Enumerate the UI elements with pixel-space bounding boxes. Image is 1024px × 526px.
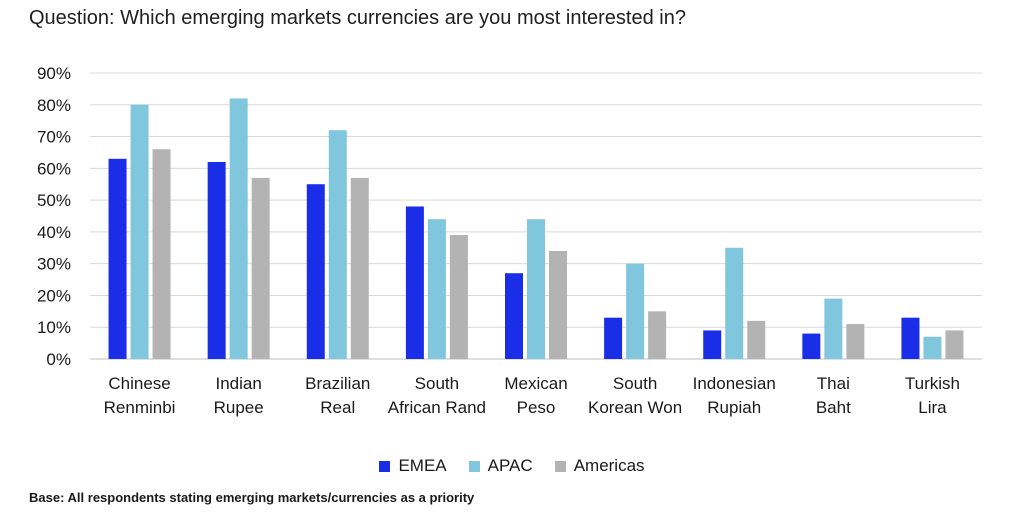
legend-item-apac: APAC xyxy=(468,456,533,476)
x-tick-label: Indian Rupee xyxy=(214,374,264,417)
bar-emea-1 xyxy=(207,161,226,359)
y-tick-label: 80% xyxy=(37,96,71,115)
x-tick-label: Brazilian Real xyxy=(305,374,370,417)
chart-title: Question: Which emerging markets currenc… xyxy=(29,7,686,29)
bar-emea-6 xyxy=(703,330,722,359)
bar-chart: 0% 10% 20% 30% 40% 50% 60% 70% 80% 90% Chinese Renm… xyxy=(37,64,982,417)
legend-label-emea: EMEA xyxy=(398,456,447,475)
bar-americas-6 xyxy=(747,320,766,359)
bar-americas-2 xyxy=(350,177,369,359)
x-tick-label: Turkish Lira xyxy=(905,374,960,417)
y-tick-label: 0% xyxy=(46,350,71,369)
x-tick-label: South Korean Won xyxy=(588,374,682,417)
legend: EMEA APAC Americas xyxy=(0,456,1024,476)
legend-swatch-apac xyxy=(468,460,480,472)
bar-americas-7 xyxy=(846,324,865,359)
bar-emea-5 xyxy=(604,317,623,359)
bar-emea-8 xyxy=(901,317,920,359)
y-tick-label: 90% xyxy=(37,64,71,83)
bar-americas-0 xyxy=(152,149,171,359)
bar-emea-4 xyxy=(505,273,523,359)
legend-swatch-americas xyxy=(554,460,566,472)
y-tick-label: 10% xyxy=(37,318,71,337)
y-tick-label: 40% xyxy=(37,223,71,242)
x-tick-label: Chinese Renminbi xyxy=(104,374,176,417)
legend-item-americas: Americas xyxy=(554,456,645,476)
bar-emea-7 xyxy=(802,333,821,359)
footnote: Base: All respondents stating emerging m… xyxy=(29,490,475,505)
bar-americas-1 xyxy=(251,177,270,359)
bar-emea-2 xyxy=(306,184,325,359)
bar-apac-6 xyxy=(725,247,744,359)
bar-apac-1 xyxy=(229,98,248,359)
legend-label-apac: APAC xyxy=(487,456,533,475)
x-tick-label: South African Rand xyxy=(388,374,486,417)
legend-item-emea: EMEA xyxy=(379,456,447,476)
x-tick-label: Thai Baht xyxy=(816,374,851,417)
bar-apac-8 xyxy=(923,336,942,359)
bar-americas-5 xyxy=(648,311,667,359)
bar-apac-2 xyxy=(328,130,347,359)
bar-emea-0 xyxy=(108,158,127,359)
bar-apac-4 xyxy=(527,219,545,359)
y-tick-label: 30% xyxy=(37,255,71,274)
bar-americas-4 xyxy=(549,250,567,359)
x-tick-label: Mexican Peso xyxy=(504,374,567,417)
y-tick-label: 50% xyxy=(37,191,71,210)
bar-apac-0 xyxy=(130,104,149,360)
bar-apac-3 xyxy=(427,219,446,359)
bar-americas-3 xyxy=(449,235,468,359)
y-tick-label: 70% xyxy=(37,128,71,147)
x-tick-label: Indonesian Rupiah xyxy=(693,374,776,417)
bar-apac-5 xyxy=(626,263,645,359)
bar-emea-3 xyxy=(405,206,424,359)
bar-apac-7 xyxy=(824,298,843,359)
y-tick-label: 20% xyxy=(37,286,71,305)
legend-swatch-emea xyxy=(379,460,391,472)
legend-label-americas: Americas xyxy=(573,456,645,475)
bar-americas-8 xyxy=(945,330,964,359)
y-tick-label: 60% xyxy=(37,159,71,178)
